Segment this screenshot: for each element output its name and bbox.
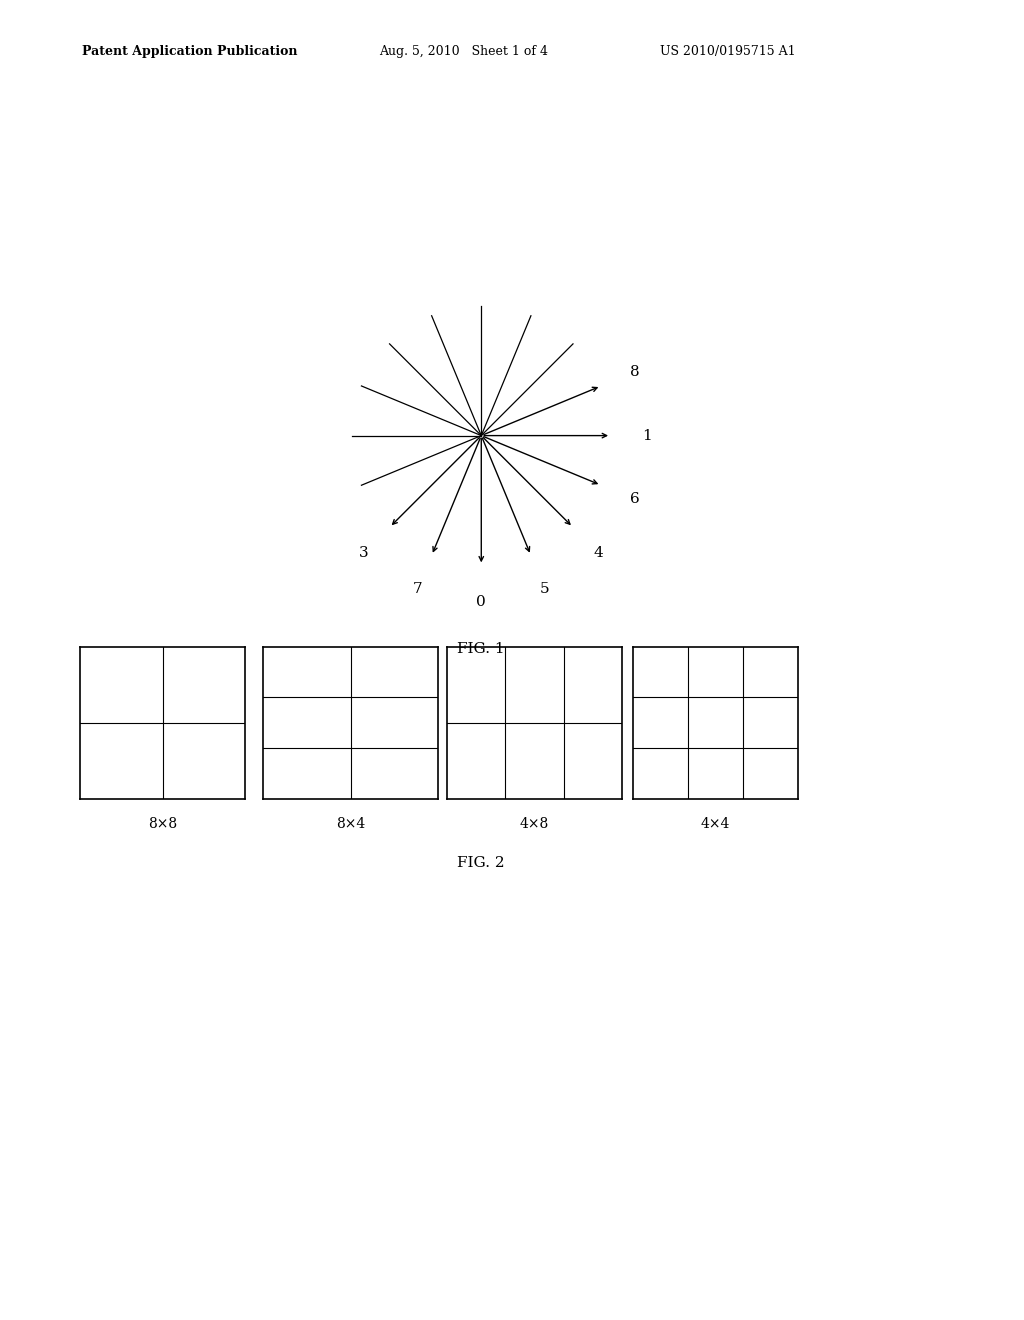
- Text: 3: 3: [359, 546, 369, 560]
- Text: 0: 0: [476, 594, 486, 609]
- Text: 7: 7: [413, 582, 423, 597]
- Text: US 2010/0195715 A1: US 2010/0195715 A1: [660, 45, 796, 58]
- Text: 8×8: 8×8: [147, 817, 177, 830]
- Text: Aug. 5, 2010   Sheet 1 of 4: Aug. 5, 2010 Sheet 1 of 4: [379, 45, 548, 58]
- Text: 8×4: 8×4: [336, 817, 366, 830]
- Text: 5: 5: [540, 582, 550, 597]
- Text: 1: 1: [642, 429, 652, 442]
- Text: 8: 8: [630, 366, 639, 379]
- Text: 4×4: 4×4: [700, 817, 730, 830]
- Text: 4: 4: [594, 546, 603, 560]
- Text: 4×8: 4×8: [520, 817, 549, 830]
- Text: FIG. 1: FIG. 1: [458, 643, 505, 656]
- Text: Patent Application Publication: Patent Application Publication: [82, 45, 297, 58]
- Text: 6: 6: [630, 492, 640, 506]
- Text: FIG. 2: FIG. 2: [458, 857, 505, 870]
